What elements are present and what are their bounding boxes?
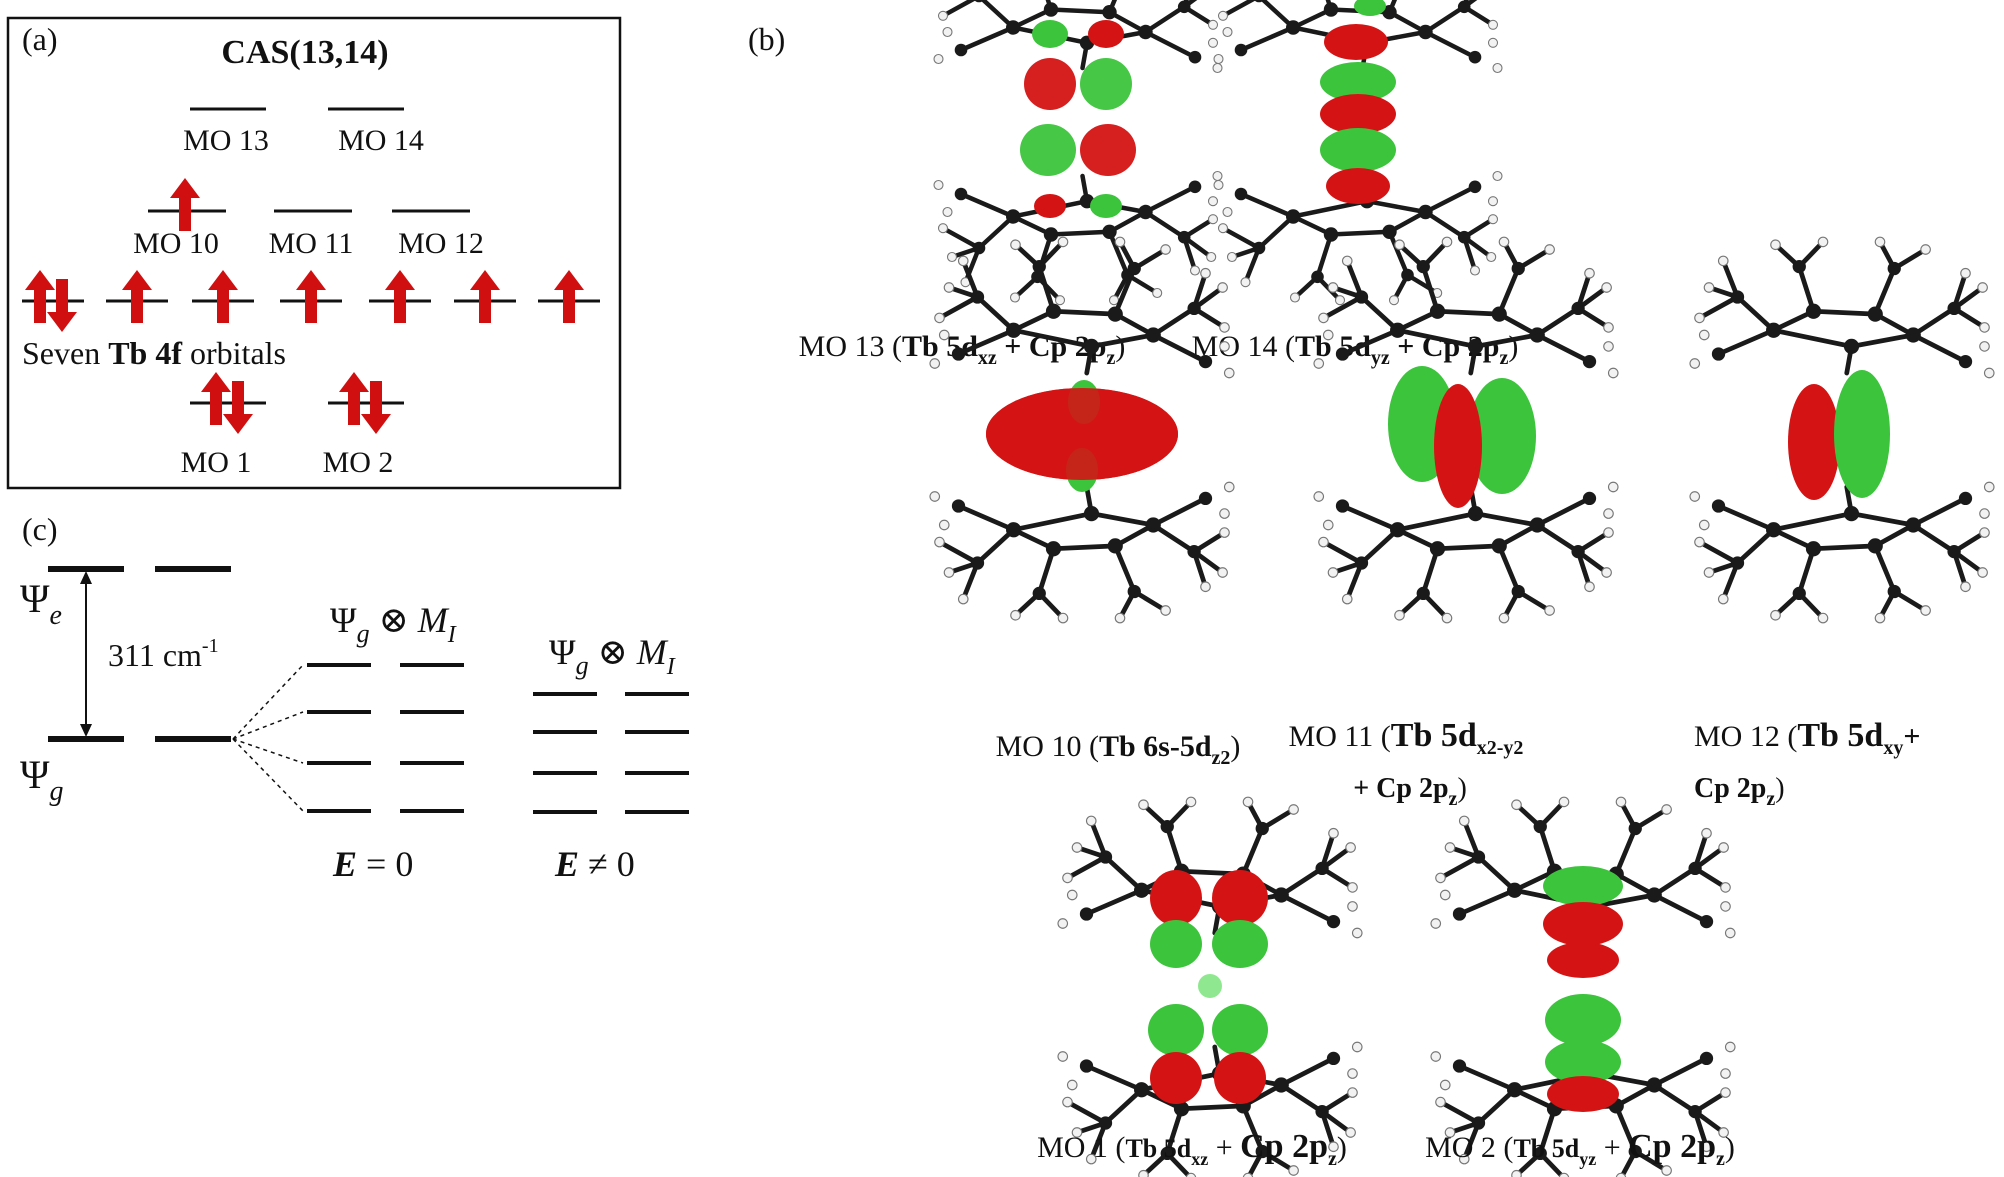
- caption-mo12-line2: Cp 2pz): [1694, 773, 1785, 810]
- panel-b-label: (b): [748, 21, 785, 57]
- label-mo12: MO 12: [398, 227, 484, 260]
- orbital-image-mo11: [1314, 237, 1618, 623]
- panel-c: (c) 311 cm-1 Ψe Ψg Ψg ⊗ MI E = 0 Ψg ⊗ MI: [20, 511, 689, 884]
- label-mo13: MO 13: [183, 124, 269, 157]
- caption-mo11-line1: MO 11 (Tb 5dx2-y2: [1289, 717, 1524, 759]
- panel-a: (a) CAS(13,14) MO 13 MO 14 MO 10 MO 11 M…: [6, 16, 622, 490]
- panel-b: (b) MO 13 (Tb 5dxz + Cp 2pz) MO 14 (Tb 5…: [748, 0, 1994, 1177]
- orbital-image-mo1: [1058, 797, 1362, 1177]
- caption-mo12-line1: MO 12 (Tb 5dxy+: [1694, 717, 1920, 759]
- label-mo14: MO 14: [338, 124, 424, 157]
- caption-mo1: MO 1 (Tb 5dxz + Cp 2pz): [1037, 1128, 1347, 1170]
- panel-a-frame: [6, 16, 622, 490]
- gap-double-arrow: [80, 571, 92, 737]
- label-mo1: MO 1: [181, 446, 252, 479]
- splitting-dashed-lines: [232, 664, 304, 812]
- gap-energy-label: 311 cm-1: [108, 635, 219, 673]
- cas-title: CAS(13,14): [221, 34, 388, 71]
- label-mo2: MO 2: [323, 446, 394, 479]
- e-zero-label: E = 0: [332, 844, 413, 884]
- orbital-image-mo13: [934, 0, 1222, 305]
- panel-a-label: (a): [22, 21, 58, 57]
- tb4f-caption: Seven Tb 4f orbitals: [22, 335, 286, 371]
- e-nonzero-label: E ≠ 0: [554, 844, 635, 884]
- orbital-image-mo14: [1214, 0, 1502, 305]
- panel-c-label: (c): [22, 511, 58, 547]
- label-mo11: MO 11: [269, 227, 354, 260]
- orbital-image-mo10: [930, 237, 1234, 623]
- psi-e-label: Ψe: [20, 576, 62, 631]
- spin-up-arrow: [170, 178, 200, 231]
- caption-mo11-line2: + Cp 2pz): [1353, 773, 1467, 810]
- orbital-image-mo2: [1431, 797, 1735, 1177]
- caption-mo10: MO 10 (Tb 6s-5dz2): [996, 730, 1241, 769]
- orbital-image-mo12: [1690, 237, 1994, 623]
- product-label-2: Ψg ⊗ MI: [549, 632, 676, 680]
- tb4f-levels: [22, 270, 600, 332]
- product-label-1: Ψg ⊗ MI: [330, 600, 457, 648]
- split-levels-e-zero: [307, 663, 464, 813]
- psi-g-label: Ψg: [20, 752, 64, 807]
- label-mo10: MO 10: [133, 227, 219, 260]
- caption-mo2: MO 2 (Tb 5dyz + Cp 2pz): [1425, 1128, 1735, 1170]
- split-levels-e-nonzero: [533, 692, 689, 814]
